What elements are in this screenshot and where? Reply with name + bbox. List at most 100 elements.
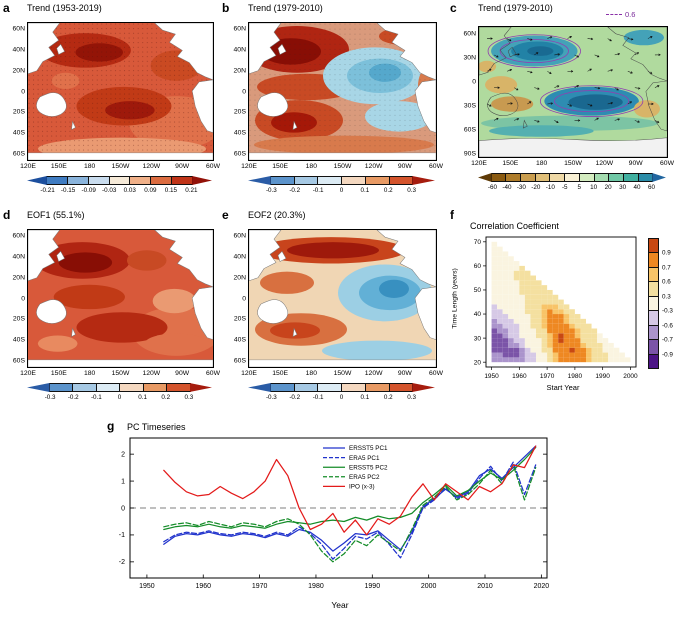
colorbar-segment — [652, 173, 666, 182]
svg-text:2000: 2000 — [623, 373, 638, 380]
lat-tick-label: 20S — [233, 108, 246, 116]
lat-tick-label: 90S — [463, 150, 476, 158]
colorbar-segment — [142, 383, 167, 392]
colorbar-tick-label: 0.21 — [185, 187, 198, 194]
colorbar-tick-label: -0.3 — [662, 307, 673, 315]
svg-text:-2: -2 — [119, 559, 125, 566]
colorbar-segment — [189, 383, 212, 392]
x-axis-label-f: Start Year — [546, 383, 580, 392]
map-d-graphic — [28, 230, 213, 367]
colorbar-tick-label: -0.2 — [289, 394, 301, 401]
colorbar-segment — [648, 353, 659, 369]
wind-vectors — [486, 36, 661, 124]
colorbar-segment — [72, 383, 97, 392]
colorbar-tick-label: 20 — [604, 184, 612, 191]
lat-tick-label: 0 — [21, 88, 25, 95]
colorbar-segment — [95, 383, 120, 392]
colorbar-segment — [478, 173, 492, 182]
lon-tick-label: 120W — [364, 163, 383, 170]
colorbar-segment — [171, 176, 194, 185]
colorbar-segment — [150, 176, 173, 185]
colorbar-tick-label: 0.3 — [662, 293, 671, 301]
colorbar-tick-label: 10 — [590, 184, 598, 191]
lon-tick-label: 90W — [397, 370, 412, 377]
correlation-heatmap: 1950 1960 1970 1980 1990 2000 20 30 40 50 60 70 — [474, 236, 638, 380]
lon-tick-label: 120W — [364, 370, 383, 377]
colorbar-segment — [317, 176, 342, 185]
svg-text:1990: 1990 — [365, 583, 381, 590]
colorbar-segment — [593, 173, 610, 182]
svg-text:30: 30 — [474, 335, 482, 342]
panel-f: f Correlation Coefficient 1950 1960 1970 19… — [448, 207, 685, 413]
colorbar-tick-label: 60 — [648, 184, 656, 191]
svg-text:IPO (x-3): IPO (x-3) — [349, 484, 375, 491]
lat-tick-label: 20N — [233, 274, 246, 282]
colorbar-tick-label: 0.1 — [360, 187, 370, 194]
panel-title-b: Trend (1979-2010) — [248, 3, 323, 13]
panel-letter-d: d — [3, 208, 11, 222]
colorbar-segment — [505, 173, 522, 182]
lon-tick-label: 60W — [206, 370, 220, 377]
lat-tick-label: 0 — [242, 295, 246, 302]
colorbar-tick-label: -0.2 — [67, 394, 79, 401]
lat-tick-label: 60S — [233, 357, 246, 365]
pc-timeseries-chart: 2 1 0 -1 -2 1950 1960 1970 1980 1990 2000 2010 2020 E… — [119, 437, 550, 590]
colorbar-segment — [317, 383, 342, 392]
map-e-graphic — [249, 230, 436, 367]
lon-tick-label: 60W — [206, 163, 220, 170]
colorbar-tick-label: -0.1 — [312, 394, 324, 401]
lat-tick-label: 40N — [233, 46, 246, 54]
colorbar-tick-label: -30 — [516, 184, 526, 191]
svg-text:2000: 2000 — [421, 583, 437, 590]
colorbar-segment — [637, 173, 654, 182]
lon-tick-label: 120E — [241, 163, 257, 170]
lon-tick-label: 90W — [175, 163, 190, 170]
colorbar-segment — [549, 173, 566, 182]
colorbar-tick-label: -0.03 — [102, 187, 117, 194]
lat-tick-label: 0 — [21, 295, 25, 302]
panel-g: g PC Timeseries 2 1 0 -1 -2 1950 1960 1970 1980 1… — [0, 415, 685, 618]
colorbar-segment — [248, 176, 271, 185]
lat-tick-label: 30S — [463, 102, 476, 110]
colorbar-tick-label: 0.9 — [662, 249, 671, 257]
svg-text:1990: 1990 — [595, 373, 610, 380]
lat-tick-label: 20N — [12, 274, 25, 282]
svg-text:ERA5 PC1: ERA5 PC1 — [349, 455, 380, 462]
lat-tick-label: 20S — [233, 315, 246, 323]
colorbar-segment — [520, 173, 536, 182]
panel-title-e: EOF2 (20.3%) — [248, 210, 306, 220]
panel-title-c: Trend (1979-2010) — [478, 3, 553, 13]
map-e: 60N 40N 20N 0 20S 40S 60S 120E 150E 180 150W 120W 90… — [234, 229, 443, 377]
colorbar-tick-label: 0.2 — [383, 187, 393, 194]
colorbar-tick-label: -0.9 — [662, 351, 673, 359]
colorbar-b: -0.3 -0.2 -0.1 0 0.1 0.2 0.3 — [248, 176, 435, 194]
lon-tick-label: 150W — [111, 163, 130, 170]
lon-tick-label: 180 — [535, 160, 548, 167]
colorbar-tick-label: -60 — [487, 184, 498, 191]
lat-tick-label: 60S — [12, 357, 25, 365]
panel-letter-c: c — [450, 1, 457, 15]
panel-letter-g: g — [107, 419, 115, 433]
lon-tick-label: 150W — [333, 370, 352, 377]
colorbar-tick-label: -0.09 — [81, 187, 96, 194]
panel-letter-e: e — [222, 208, 229, 222]
lat-tick-label: 40N — [12, 253, 25, 261]
svg-text:-1: -1 — [119, 532, 125, 539]
colorbar-segment — [45, 176, 68, 185]
colorbar-segment — [648, 295, 659, 312]
lon-tick-label: 120W — [142, 370, 161, 377]
lat-tick-label: 0 — [472, 78, 476, 86]
svg-text:2010: 2010 — [477, 583, 493, 590]
colorbar-segment — [341, 176, 366, 185]
lat-tick-label: 20N — [233, 67, 246, 75]
svg-text:2: 2 — [121, 451, 125, 458]
colorbar-tick-label: 0.2 — [383, 394, 393, 401]
lat-tick-label: 40N — [12, 46, 25, 54]
colorbar-a: -0.21 -0.15 -0.09 -0.03 0.03 0.09 0.15 0.21 — [27, 176, 213, 194]
colorbar-segment — [269, 383, 295, 392]
svg-text:20: 20 — [474, 359, 482, 366]
colorbar-tick-label: -0.1 — [90, 394, 102, 401]
svg-text:2020: 2020 — [534, 583, 550, 590]
lon-tick-label: 150W — [564, 160, 582, 167]
